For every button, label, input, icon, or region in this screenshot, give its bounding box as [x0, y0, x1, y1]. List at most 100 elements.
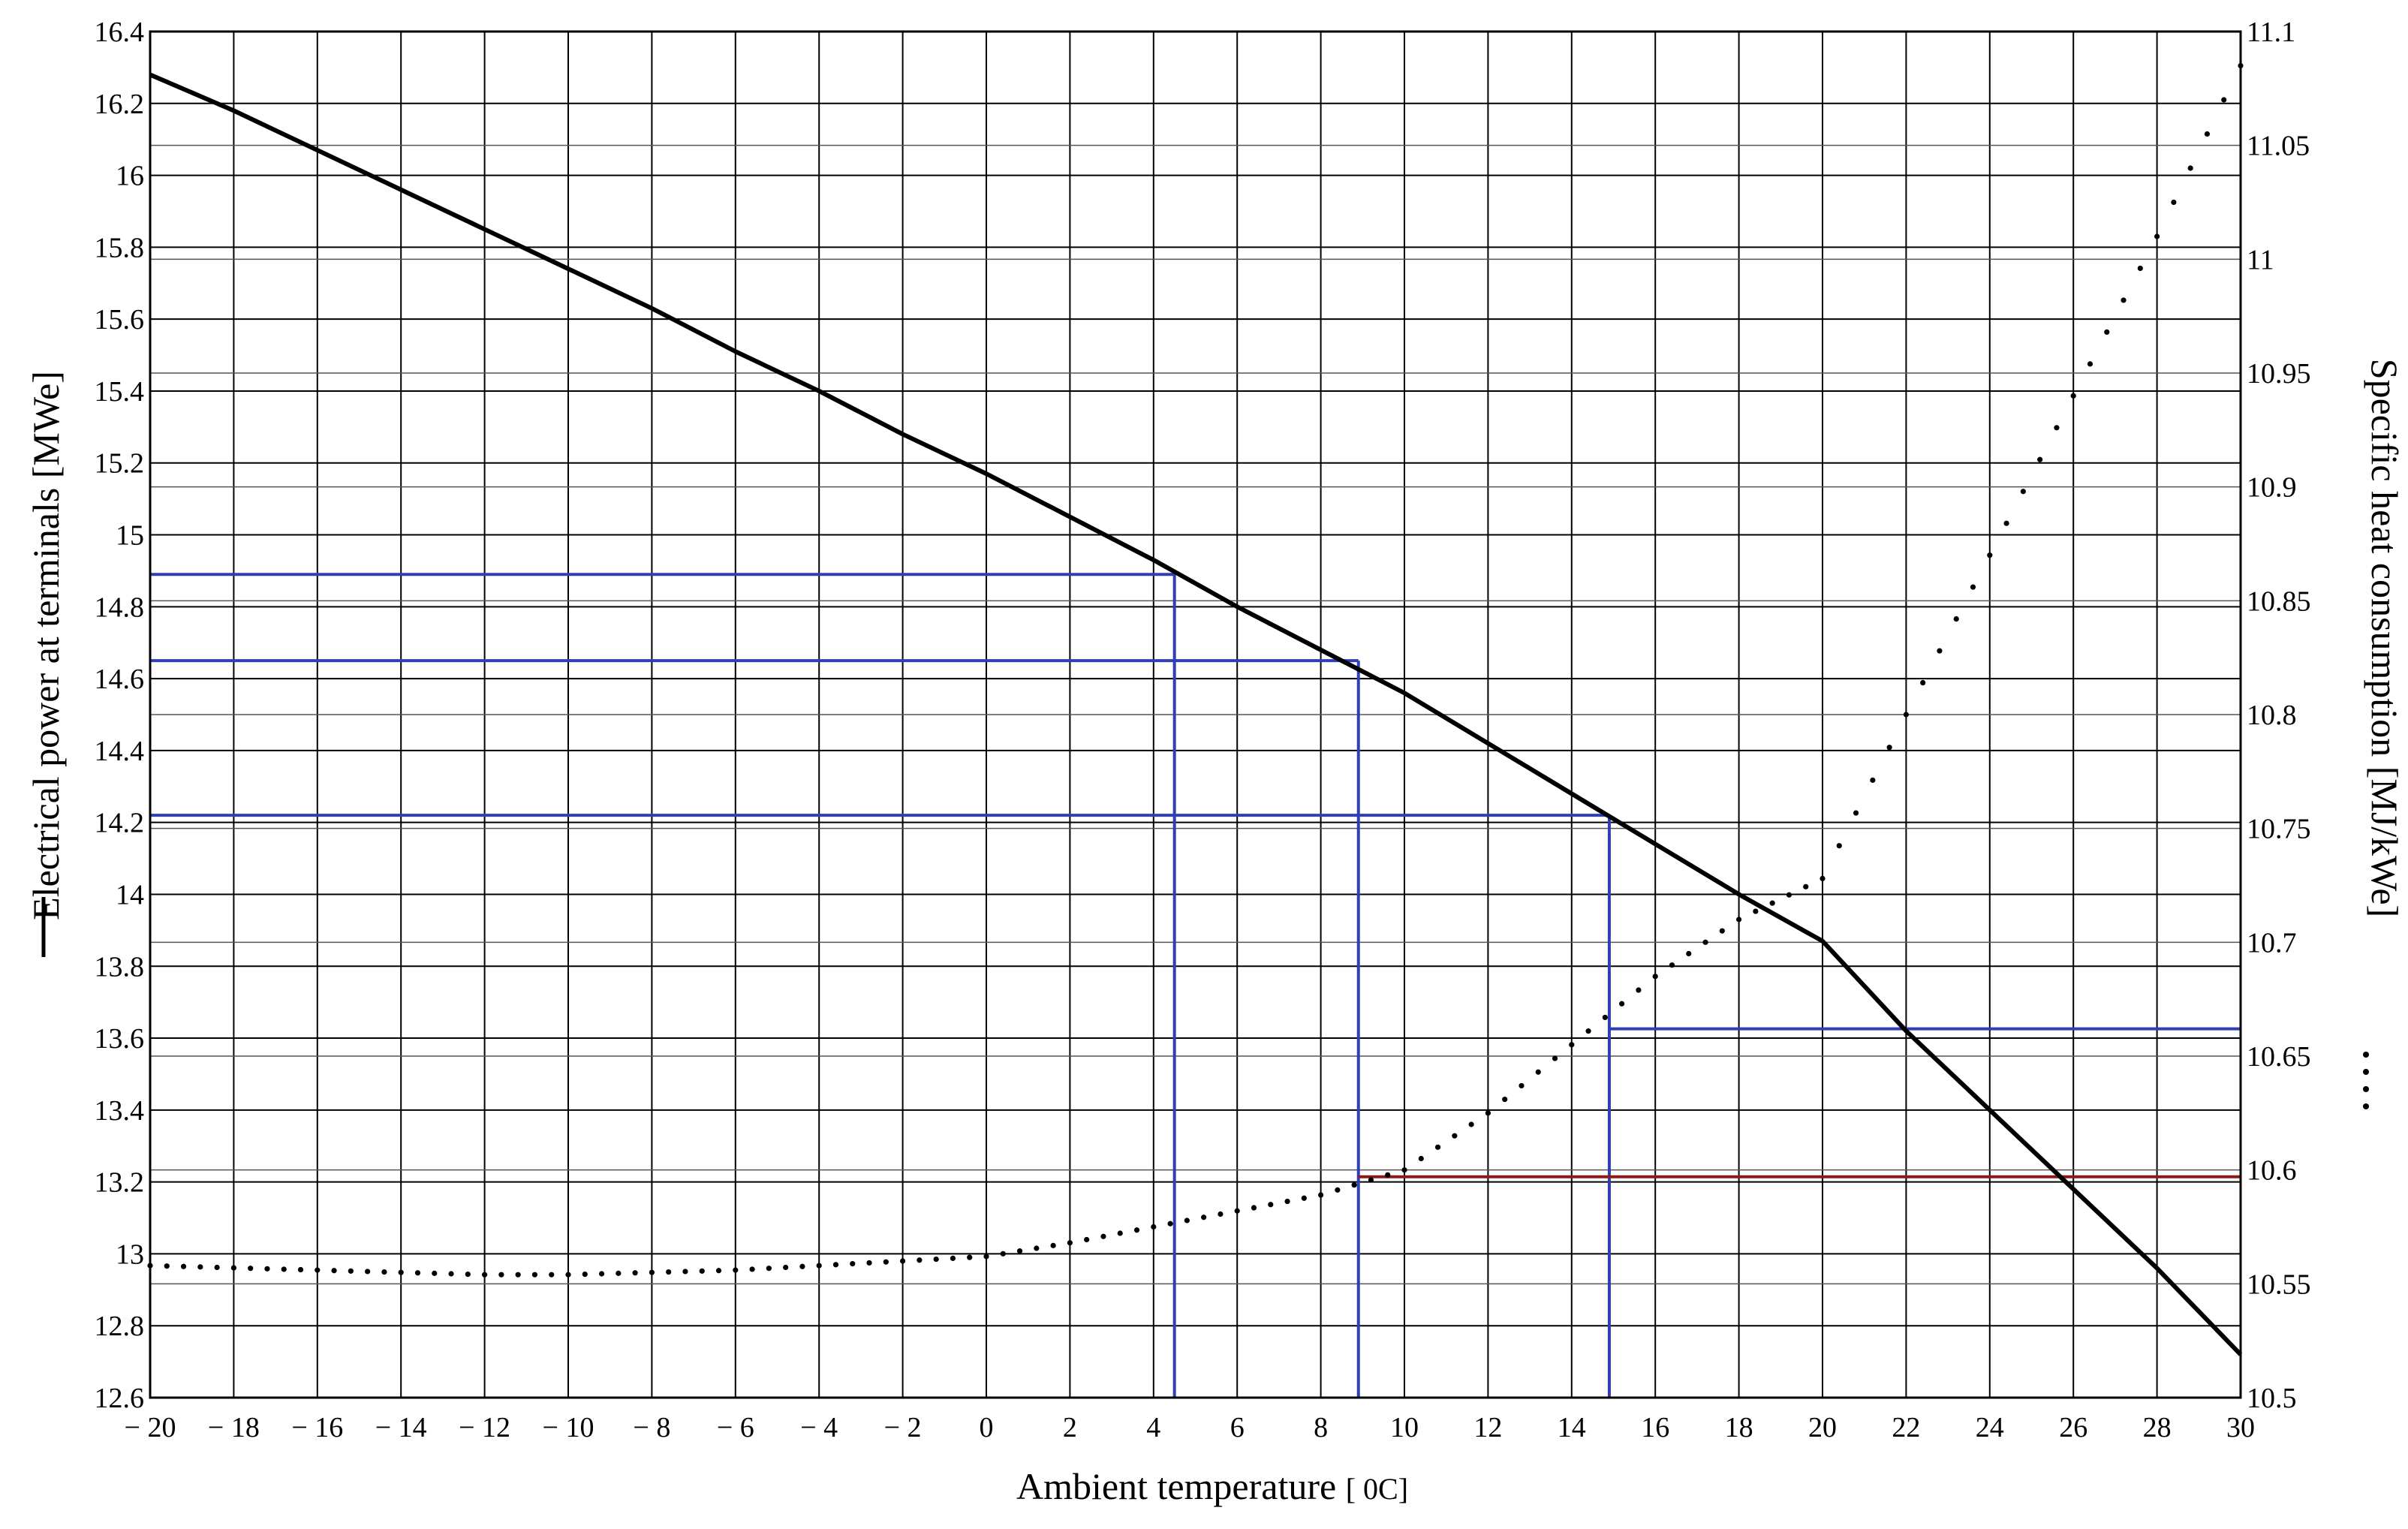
grid-lines — [149, 31, 2241, 1398]
x-tick-label: 16 — [1641, 1412, 1669, 1443]
heat-consumption-dot — [248, 1266, 254, 1272]
electrical-power-line — [149, 72, 2243, 1356]
heat-consumption-dot — [2187, 165, 2193, 171]
heat-consumption-dot — [582, 1271, 588, 1278]
heat-consumption-dot — [1702, 939, 1708, 945]
heat-consumption-dot — [1284, 1198, 1290, 1205]
heat-consumption-dot — [1736, 916, 1742, 923]
heat-consumption-dot — [1351, 1182, 1357, 1188]
y-left-tick-labels: 12.6 12.8 13 13.2 13.4 13.6 13.8 14 14.2 14.4 14.6… — [95, 17, 145, 1414]
x-axis-label: Ambient temperature — [1016, 1465, 1336, 1507]
x-tick-label: 14 — [1558, 1412, 1586, 1443]
heat-consumption-dot — [1167, 1220, 1173, 1227]
heat-consumption-dot — [783, 1264, 789, 1271]
heat-consumption-dot — [515, 1272, 521, 1278]
heat-consumption-dot — [1385, 1172, 1391, 1178]
heat-consumption-dot — [2104, 329, 2110, 335]
x-tick-label: − 14 — [375, 1412, 427, 1443]
x-tick-label: 22 — [1892, 1412, 1920, 1443]
x-tick-label: − 20 — [125, 1412, 176, 1443]
heat-consumption-dot — [2221, 97, 2227, 103]
heat-consumption-dot — [1836, 843, 1842, 849]
y-left-tick-label: 13 — [116, 1239, 144, 1270]
series-layer — [147, 62, 2244, 1356]
y-right-axis-title: Specific heat consumption [MJ/kWe] — [2364, 359, 2406, 917]
heat-consumption-dot — [1602, 1014, 1608, 1021]
y-left-tick-label: 16.4 — [95, 17, 145, 48]
heat-consumption-dot — [699, 1268, 705, 1274]
y-left-tick-label: 15 — [116, 520, 144, 552]
heat-consumption-dot — [1434, 1144, 1441, 1150]
heat-consumption-dot — [2037, 456, 2043, 462]
heat-consumption-dot — [1636, 987, 1642, 993]
heat-consumption-dot — [1218, 1211, 1224, 1217]
x-tick-label: 12 — [1473, 1412, 1502, 1443]
x-tick-label: 6 — [1230, 1412, 1245, 1443]
heat-consumption-dot — [799, 1263, 805, 1269]
heat-consumption-dot — [482, 1272, 488, 1278]
heat-consumption-dot — [866, 1260, 872, 1266]
x-tick-label: − 12 — [459, 1412, 510, 1443]
heat-consumption-dot — [281, 1266, 287, 1272]
heat-consumption-dot — [432, 1270, 438, 1276]
heat-consumption-dot — [498, 1272, 504, 1278]
heat-consumption-dot — [1786, 892, 1792, 898]
heat-consumption-dot — [598, 1271, 605, 1277]
heat-consumption-dot — [900, 1258, 906, 1264]
heat-consumption-dot — [2154, 233, 2160, 239]
heat-consumption-dot — [1535, 1069, 1541, 1075]
heat-consumption-dot — [1151, 1224, 1157, 1230]
x-tick-label: − 2 — [884, 1412, 922, 1443]
heat-consumption-dot — [850, 1261, 856, 1267]
x-tick-label: 30 — [2226, 1412, 2255, 1443]
x-tick-label: 20 — [1808, 1412, 1837, 1443]
right-series-legend-dots — [2363, 1052, 2369, 1109]
heat-consumption-dot — [766, 1266, 772, 1272]
heat-consumption-dot — [1067, 1240, 1073, 1246]
y-right-tick-label: 10.55 — [2247, 1269, 2311, 1300]
heat-consumption-dot — [950, 1255, 956, 1261]
heat-consumption-dot — [365, 1269, 371, 1275]
y-left-tick-label: 15.2 — [95, 448, 145, 480]
heat-consumption-dot — [1234, 1208, 1240, 1214]
x-tick-label: 8 — [1314, 1412, 1328, 1443]
heat-consumption-dot — [1803, 883, 1809, 889]
plot-frame — [149, 30, 2242, 1399]
heat-consumption-dot — [1569, 1042, 1575, 1048]
heat-consumption-dot — [1953, 616, 1959, 622]
y-left-tick-label: 14.6 — [95, 664, 145, 695]
heat-consumption-dot — [2171, 199, 2177, 206]
heat-consumption-dot — [164, 1263, 170, 1269]
heat-consumption-dot — [1084, 1236, 1090, 1243]
heat-consumption-dot — [1117, 1230, 1123, 1236]
heat-consumption-dot — [1301, 1195, 1307, 1201]
heat-consumption-dot — [381, 1269, 387, 1275]
heat-consumption-dot — [1335, 1187, 1341, 1193]
heat-consumption-dot — [531, 1272, 538, 1278]
heat-consumption-dot — [1970, 584, 1976, 590]
heat-consumption-dot — [1886, 745, 1892, 751]
heat-consumption-dot — [1870, 777, 1876, 783]
x-tick-label: 4 — [1146, 1412, 1160, 1443]
heat-consumption-dot — [1669, 962, 1675, 968]
y-right-tick-labels: 10.5 10.55 10.6 10.65 10.7 10.75 10.8 10.85 10.9… — [2247, 17, 2311, 1414]
heat-consumption-dot — [682, 1269, 688, 1275]
heat-consumption-dot — [967, 1254, 973, 1260]
heat-consumption-dot — [180, 1263, 187, 1269]
heat-consumption-dot — [214, 1264, 220, 1271]
heat-consumption-dot — [983, 1254, 989, 1260]
heat-consumption-dot — [1619, 1001, 1625, 1007]
y-left-tick-label: 14.2 — [95, 808, 145, 839]
x-axis-unit: [ 0C] — [1346, 1472, 1408, 1506]
heat-consumption-dot — [1016, 1248, 1023, 1254]
heat-consumption-dot — [465, 1271, 471, 1278]
y-right-tick-label: 10.9 — [2247, 472, 2297, 504]
x-tick-label: − 8 — [633, 1412, 670, 1443]
y-left-tick-label: 16 — [116, 161, 144, 192]
heat-consumption-dot — [917, 1257, 923, 1263]
heat-consumption-dot — [616, 1270, 622, 1276]
y-right-tick-label: 11.05 — [2247, 131, 2310, 162]
x-tick-label: − 10 — [543, 1412, 594, 1443]
heat-consumption-dot — [1585, 1028, 1591, 1034]
y-left-tick-label: 13.4 — [95, 1095, 145, 1127]
